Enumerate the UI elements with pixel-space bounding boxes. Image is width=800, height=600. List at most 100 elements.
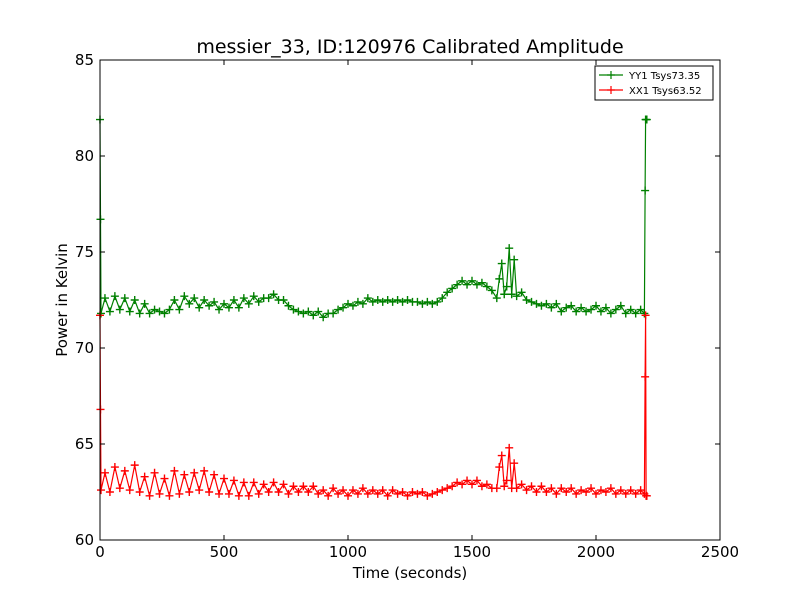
data-point — [140, 472, 149, 481]
data-point — [453, 280, 462, 289]
data-point — [180, 292, 189, 301]
data-point — [244, 491, 253, 500]
data-point — [542, 299, 551, 308]
data-point — [472, 476, 481, 485]
series-line — [99, 118, 647, 319]
data-point — [155, 307, 164, 316]
data-point — [299, 482, 308, 491]
data-point — [497, 259, 506, 268]
data-point — [596, 486, 605, 495]
data-point — [495, 274, 504, 283]
data-point — [284, 489, 293, 498]
data-point — [210, 470, 219, 479]
data-point — [443, 288, 452, 297]
data-point — [631, 309, 640, 318]
data-point — [495, 463, 504, 472]
data-point — [413, 297, 422, 306]
data-point — [398, 488, 407, 496]
data-point — [239, 294, 248, 303]
legend: YY1 Tsys73.35 XX1 Tsys63.52 — [594, 65, 714, 101]
data-point — [190, 468, 199, 477]
data-point — [587, 484, 596, 493]
data-point — [463, 476, 472, 485]
data-point — [373, 296, 382, 304]
data-point — [353, 489, 362, 498]
data-point — [120, 466, 129, 475]
data-point — [492, 484, 501, 493]
data-point — [344, 299, 352, 308]
data-point — [269, 478, 278, 487]
data-point — [428, 299, 437, 308]
data-point — [567, 301, 576, 310]
data-point — [125, 307, 134, 316]
x-tick-label: 1500 — [453, 543, 491, 561]
x-tick-label: 0 — [95, 543, 105, 561]
data-point — [96, 486, 105, 495]
y-axis-title: Power in Kelvin — [53, 243, 71, 357]
data-point — [527, 297, 536, 306]
data-point — [115, 484, 124, 493]
data-point — [433, 488, 442, 496]
data-point — [587, 305, 596, 314]
data-point — [319, 313, 328, 322]
data-point — [512, 484, 521, 493]
data-point — [378, 297, 387, 306]
data-point — [160, 309, 169, 318]
data-point — [393, 296, 402, 304]
data-point — [626, 486, 635, 495]
data-point — [582, 488, 591, 496]
data-point — [505, 244, 514, 253]
data-point — [477, 278, 486, 287]
data-point — [626, 305, 635, 314]
data-point — [418, 488, 427, 496]
data-point — [185, 488, 194, 496]
data-point — [532, 299, 541, 308]
data-point — [215, 489, 224, 498]
data-point — [572, 307, 581, 316]
data-point — [195, 486, 204, 495]
data-point — [115, 305, 124, 314]
data-point — [453, 478, 462, 487]
data-point — [309, 482, 318, 491]
x-tick-label: 1000 — [329, 543, 367, 561]
data-point — [388, 486, 397, 495]
y-tick-label: 85 — [75, 51, 94, 69]
data-point — [611, 305, 620, 314]
data-point — [413, 489, 422, 498]
data-point — [304, 307, 313, 316]
data-point — [368, 297, 377, 306]
data-point — [100, 468, 109, 477]
data-point — [641, 186, 650, 195]
data-point — [383, 491, 392, 500]
data-point — [239, 478, 248, 487]
y-tick-label: 80 — [75, 147, 94, 165]
data-point — [423, 297, 432, 306]
data-point — [100, 294, 109, 303]
data-point — [135, 309, 144, 318]
data-point — [398, 297, 407, 306]
axis-ticks: 0 500 1000 1500 2000 2500 60 65 70 75 80 85 — [75, 51, 739, 561]
data-point — [344, 491, 352, 500]
data-point — [403, 296, 412, 304]
data-point — [641, 372, 650, 381]
data-point — [641, 311, 650, 320]
data-point — [205, 301, 214, 310]
data-point — [596, 307, 605, 316]
data-point — [512, 292, 521, 301]
data-point — [477, 482, 486, 491]
data-point — [348, 486, 357, 495]
data-point — [140, 299, 149, 308]
data-point — [532, 488, 541, 496]
data-point — [334, 489, 343, 498]
data-point — [408, 488, 417, 496]
x-tick-label: 2000 — [577, 543, 615, 561]
plot-frame — [99, 59, 721, 541]
data-point — [443, 484, 452, 493]
data-point — [135, 488, 144, 496]
data-point — [582, 307, 591, 316]
data-point — [130, 461, 139, 470]
data-point — [274, 488, 283, 496]
data-point — [510, 255, 519, 264]
data-point — [601, 303, 610, 312]
